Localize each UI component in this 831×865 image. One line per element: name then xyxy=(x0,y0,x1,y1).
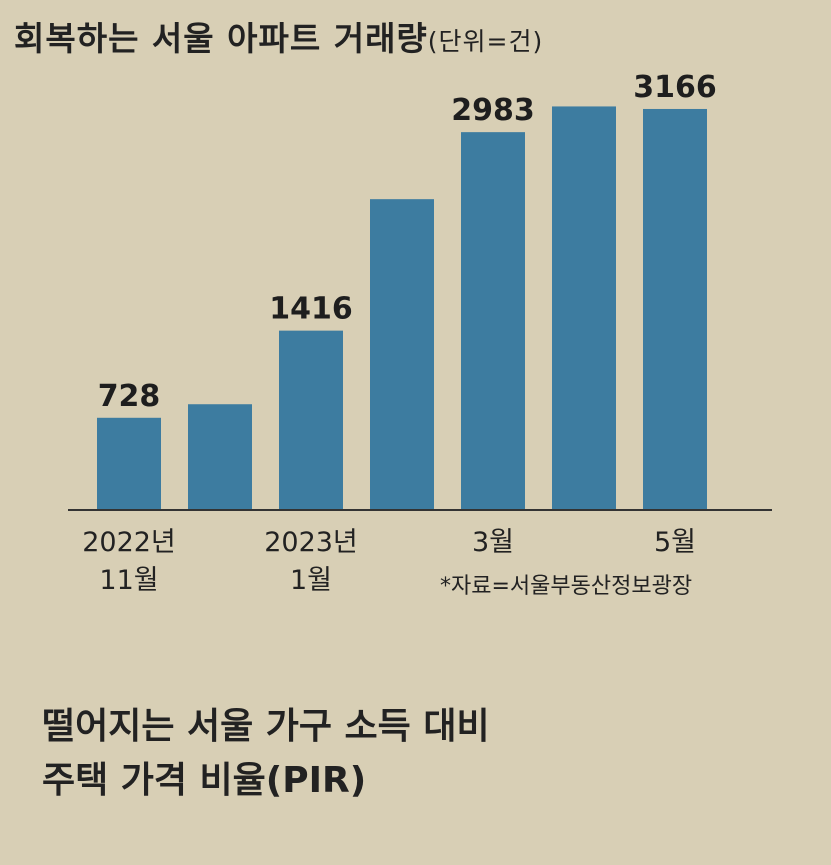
bar xyxy=(461,132,525,511)
bar xyxy=(97,417,161,510)
next-section-title: 떨어지는 서울 가구 소득 대비 주택 가격 비율(PIR) xyxy=(42,706,490,801)
source-note: *자료=서울부동산정보광장 xyxy=(440,574,693,599)
bar xyxy=(188,404,252,510)
chart-title: 회복하는 서울 아파트 거래량 xyxy=(14,19,428,58)
x-tick-label: 3월 xyxy=(471,527,515,558)
value-label: 2983 xyxy=(451,93,535,128)
unit-label: (단위=건) xyxy=(427,27,544,56)
x-tick-label: 5월 xyxy=(653,527,697,558)
value-label: 3166 xyxy=(633,70,717,105)
x-tick-label: 2023년 1월 xyxy=(264,527,358,596)
bar xyxy=(370,199,434,510)
bar xyxy=(643,108,707,511)
bar xyxy=(279,330,343,510)
bar xyxy=(552,106,616,510)
x-tick-label: 2022년 11월 xyxy=(82,527,176,596)
value-label: 1416 xyxy=(269,292,353,327)
value-label: 728 xyxy=(98,379,161,414)
chart-title-block: 회복하는 서울 아파트 거래량(단위=건) xyxy=(14,12,543,60)
